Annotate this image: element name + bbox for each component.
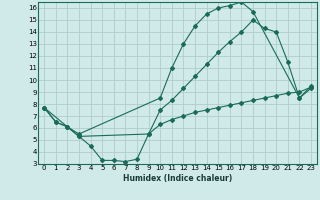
X-axis label: Humidex (Indice chaleur): Humidex (Indice chaleur) [123, 174, 232, 183]
